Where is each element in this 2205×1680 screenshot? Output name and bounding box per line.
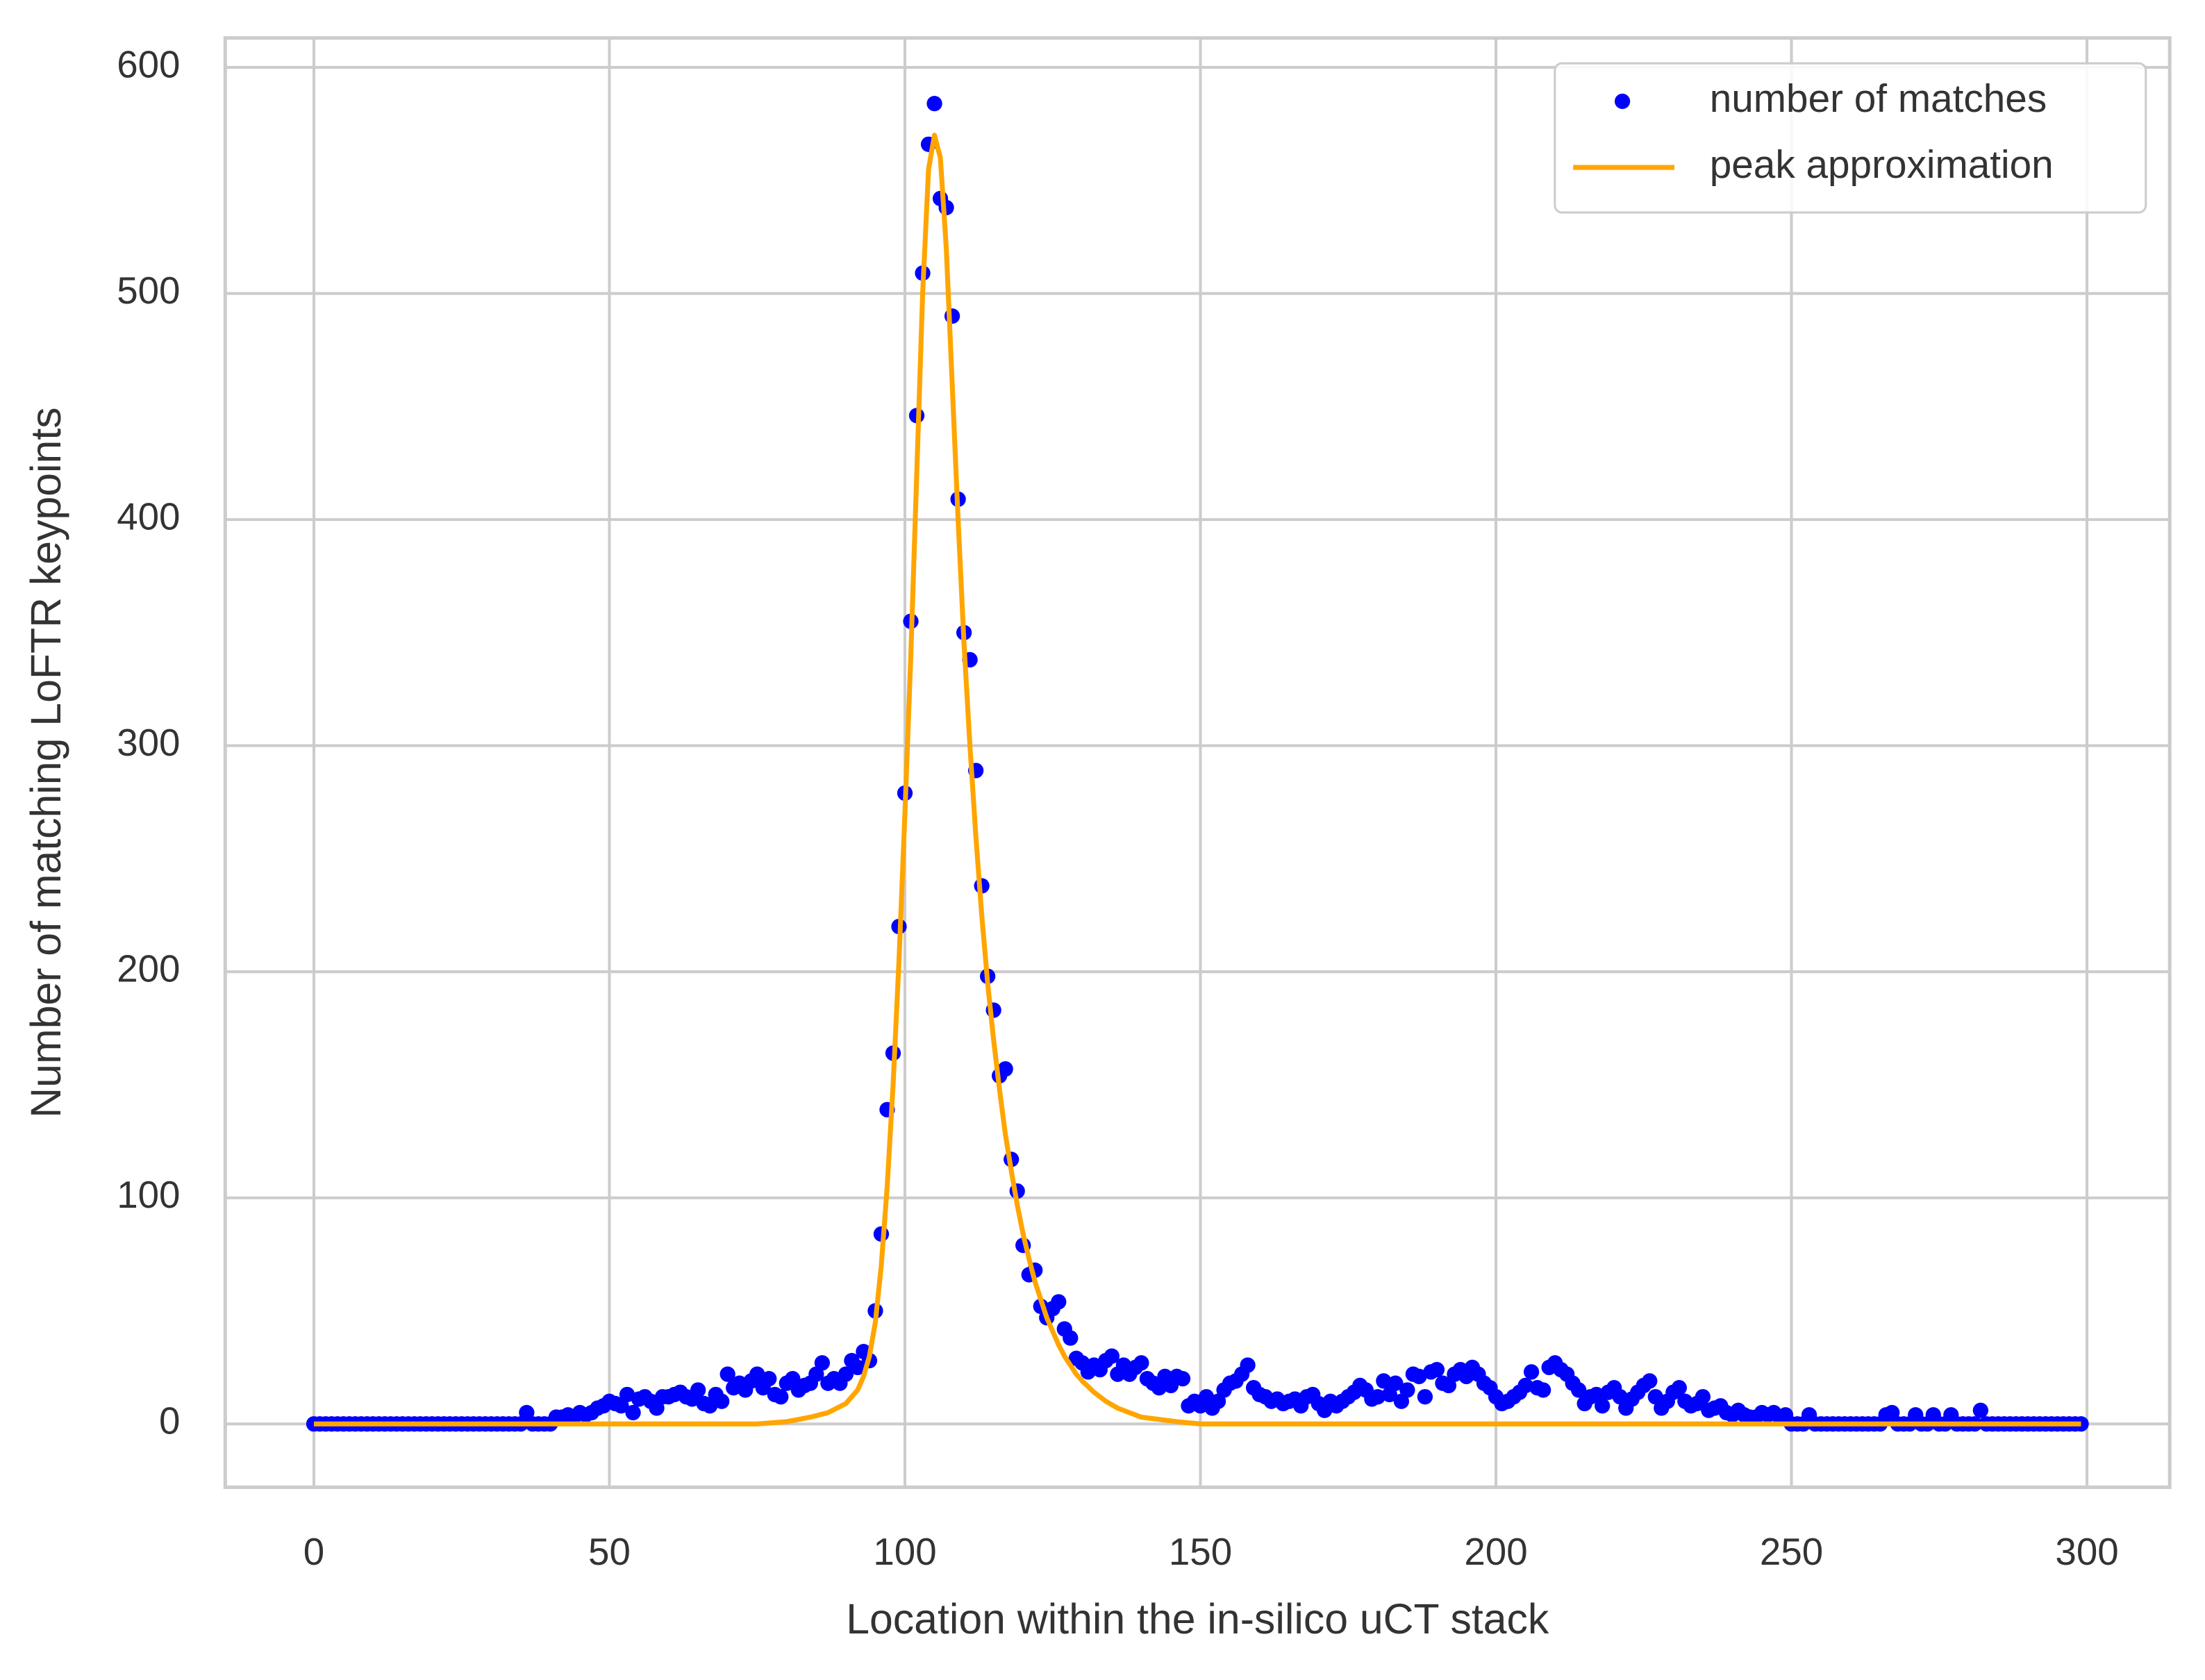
y-tick-label: 0 — [159, 1399, 180, 1442]
data-point — [1535, 1382, 1551, 1398]
data-point — [1411, 1368, 1427, 1385]
data-point — [1399, 1382, 1415, 1398]
data-point — [1972, 1402, 1989, 1418]
x-axis-title: Location within the in-silico uCT stack — [846, 1595, 1549, 1642]
data-point — [849, 1359, 866, 1376]
x-tick-label: 250 — [1760, 1530, 1823, 1573]
x-tick-label: 0 — [303, 1530, 324, 1573]
data-point — [1671, 1380, 1687, 1396]
data-point — [1051, 1294, 1067, 1310]
data-point — [625, 1404, 641, 1421]
data-point — [619, 1386, 635, 1403]
data-point — [1174, 1371, 1191, 1387]
data-point — [1571, 1382, 1587, 1398]
legend-marker — [1614, 93, 1631, 110]
data-point — [1595, 1398, 1611, 1414]
data-point — [997, 1061, 1013, 1077]
data-point — [1517, 1377, 1533, 1394]
legend-box — [1554, 62, 2147, 214]
data-point — [1695, 1389, 1711, 1405]
data-point — [1104, 1348, 1120, 1364]
grid — [225, 38, 2170, 1488]
plot-frame — [223, 36, 2172, 1489]
data-point — [1642, 1373, 1658, 1389]
legend-label: peak approximation — [1710, 143, 2054, 187]
data-point — [714, 1393, 730, 1409]
data-point — [1376, 1373, 1392, 1389]
y-tick-label: 300 — [117, 721, 180, 764]
x-tick-label: 300 — [2055, 1530, 2118, 1573]
x-tick-label: 100 — [873, 1530, 936, 1573]
data-point — [690, 1382, 706, 1398]
data-point — [749, 1366, 765, 1382]
y-tick-label: 400 — [117, 495, 180, 538]
x-tick-label: 150 — [1169, 1530, 1232, 1573]
data-point — [1240, 1357, 1256, 1373]
data-point — [1388, 1375, 1404, 1391]
data-point — [838, 1366, 854, 1382]
data-point — [814, 1355, 830, 1371]
fit-line — [313, 133, 2081, 1427]
data-point — [1133, 1355, 1149, 1371]
data-point — [1063, 1330, 1079, 1346]
data-point — [719, 1366, 735, 1382]
data-point — [761, 1371, 777, 1387]
data-point — [1429, 1362, 1445, 1378]
y-axis-title: Number of matching LoFTR keypoints — [22, 407, 69, 1117]
legend: number of matches peak approximation — [1554, 62, 2147, 214]
data-point — [1523, 1364, 1540, 1380]
data-point — [1417, 1389, 1433, 1405]
x-tick-label: 50 — [588, 1530, 631, 1573]
y-tick-label: 600 — [117, 42, 180, 85]
data-point — [773, 1389, 789, 1405]
y-tick-label: 500 — [117, 269, 180, 312]
data-point — [926, 95, 942, 112]
data-point — [1370, 1389, 1386, 1405]
legend-label: number of matches — [1710, 77, 2047, 121]
y-tick-label: 100 — [117, 1173, 180, 1216]
x-tick-label: 200 — [1464, 1530, 1527, 1573]
y-tick-label: 200 — [117, 947, 180, 990]
